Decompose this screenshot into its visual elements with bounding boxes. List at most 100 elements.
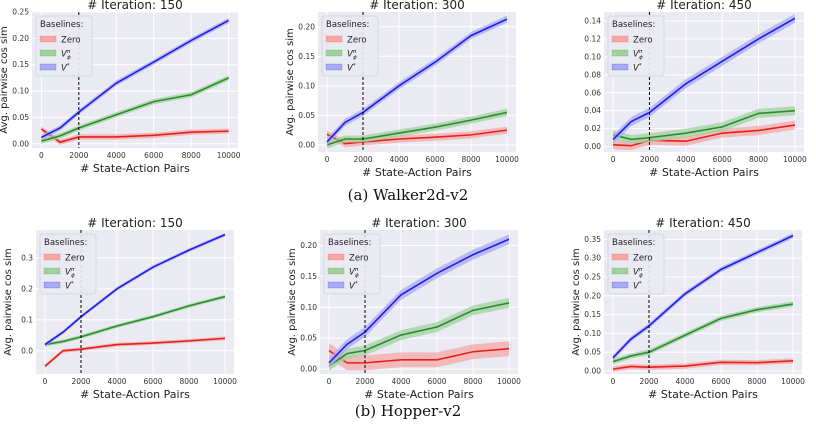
legend-label-0: Zero	[349, 254, 369, 264]
y-axis-label: Avg. pairwise cos sim	[285, 28, 296, 135]
chart-walker-iter-300: # Iteration: 300 0 2000 4000 6000 8000 10000 0.…	[285, 0, 519, 179]
y-tick-label: 0.20	[298, 22, 315, 31]
series-band-1	[329, 297, 509, 371]
y-tick-label: 0.35	[584, 235, 601, 244]
legend-label-1: Vπ ϕ	[349, 267, 359, 279]
y-axis-label: Avg. pairwise cos sim	[571, 248, 582, 355]
chart-hopper-iter-450: # Iteration: 450 0 2000 4000 6000 8000 10000 0.…	[571, 216, 805, 401]
x-axis-label: # State-Action Pairs	[648, 388, 758, 401]
series-line-2	[41, 19, 230, 139]
x-tick-label: 4000	[107, 151, 126, 160]
x-tick-label: 4000	[391, 377, 410, 386]
legend-label-2: V*	[633, 281, 642, 292]
x-axis-label: # State-Action Pairs	[80, 162, 190, 175]
legend-box	[607, 15, 665, 77]
chart-walker-iter-450: # Iteration: 450 0 2000 4000 6000 8000 10000 0.…	[584, 0, 807, 179]
y-tick-label: 0.20	[584, 291, 601, 300]
legend-swatch-2	[39, 63, 57, 71]
y-tick-label: 0.00	[12, 139, 29, 148]
legend-swatch-1	[611, 267, 629, 275]
legend-title: Baselines:	[328, 238, 371, 248]
legend-swatch-1	[39, 49, 57, 57]
y-tick-label: 0.3	[21, 253, 33, 262]
y-tick-label: 0.00	[300, 365, 317, 374]
y-tick-label: 0.00	[584, 142, 601, 151]
legend-swatch-0	[327, 253, 345, 261]
legend-label-2: V*	[633, 63, 642, 74]
series-line-2	[44, 233, 226, 346]
x-tick-label: 6000	[143, 377, 162, 386]
legend-swatch-2	[325, 63, 343, 71]
chart-title: # Iteration: 450	[656, 0, 752, 12]
x-tick-label: 2000	[640, 155, 659, 164]
y-tick-label: 0.15	[298, 52, 315, 61]
y-tick-label: 0.00	[584, 366, 601, 375]
legend-swatch-0	[611, 35, 629, 43]
x-tick-label: 8000	[179, 377, 198, 386]
legend-label-2: V*	[349, 281, 358, 292]
x-tick-label: 2000	[355, 377, 374, 386]
y-tick-label: 0.06	[584, 88, 601, 97]
legend-title: Baselines:	[612, 20, 655, 30]
legend-label-0: Zero	[633, 254, 653, 264]
series-band-2	[327, 15, 507, 146]
y-tick-label: 0.20	[300, 241, 317, 250]
series-line-0	[612, 360, 794, 370]
y-tick-label: 0.10	[298, 81, 315, 90]
legend-box	[39, 233, 97, 295]
legend-label-1: Vπ ϕ	[65, 267, 75, 279]
legend-box	[607, 233, 665, 295]
series-band-2	[613, 233, 793, 361]
series-band-0	[329, 341, 509, 371]
chart-title: # Iteration: 450	[655, 216, 751, 230]
y-tick-label: 0.0	[21, 346, 33, 355]
legend-box	[35, 15, 93, 77]
x-axis-label: # State-Action Pairs	[362, 166, 472, 179]
y-tick-label: 0.14	[584, 16, 601, 25]
legend-label-0: Zero	[347, 36, 367, 46]
y-tick-label: 0.15	[584, 310, 601, 319]
series-band-1	[613, 106, 795, 144]
legend-swatch-1	[43, 267, 61, 275]
y-tick-label: 0.04	[584, 106, 601, 115]
series-band-0	[327, 126, 507, 148]
chart-hopper-iter-150: # Iteration: 150 0 2000 4000 6000 8000 10000 0.…	[3, 216, 237, 401]
chart-title: # Iteration: 300	[371, 216, 467, 230]
legend-swatch-1	[327, 267, 345, 275]
x-tick-label: 8000	[747, 377, 766, 386]
legend-label-0: Zero	[633, 36, 653, 46]
x-axis-label: # State-Action Pairs	[80, 388, 190, 401]
x-axis-label: # State-Action Pairs	[364, 388, 474, 401]
series-line-0	[44, 337, 226, 367]
series-line-1	[612, 303, 794, 363]
legend-title: Baselines:	[44, 238, 87, 248]
x-tick-label: 10000	[783, 155, 807, 164]
legend-label-1: Vπ ϕ	[633, 49, 643, 61]
x-tick-label: 8000	[463, 377, 482, 386]
legend-swatch-2	[43, 281, 61, 289]
legend-swatch-2	[611, 63, 629, 71]
x-tick-label: 8000	[749, 155, 768, 164]
x-tick-label: 0	[611, 155, 616, 164]
x-tick-label: 6000	[144, 151, 163, 160]
chart-walker-iter-150: # Iteration: 150 0 2000 4000 6000 8000 10000 0.…	[0, 0, 241, 175]
x-tick-label: 4000	[675, 377, 694, 386]
chart-title: # Iteration: 150	[87, 0, 183, 12]
legend-label-2: V*	[61, 63, 70, 74]
y-tick-label: 0.1	[21, 315, 33, 324]
series-group	[44, 232, 226, 369]
series-line-2	[612, 17, 796, 141]
series-line-0	[40, 128, 229, 144]
x-tick-label: 6000	[427, 377, 446, 386]
legend-label-2: V*	[65, 281, 74, 292]
y-tick-label: 0.05	[300, 334, 317, 343]
legend-label-1: Vπ ϕ	[633, 267, 643, 279]
legend-swatch-1	[611, 49, 629, 57]
y-tick-label: 0.00	[298, 140, 315, 149]
series-band-2	[41, 17, 229, 141]
legend-swatch-2	[327, 281, 345, 289]
y-tick-label: 0.10	[584, 329, 601, 338]
x-tick-label: 2000	[71, 377, 90, 386]
x-tick-label: 10000	[213, 377, 237, 386]
series-group	[612, 13, 796, 151]
